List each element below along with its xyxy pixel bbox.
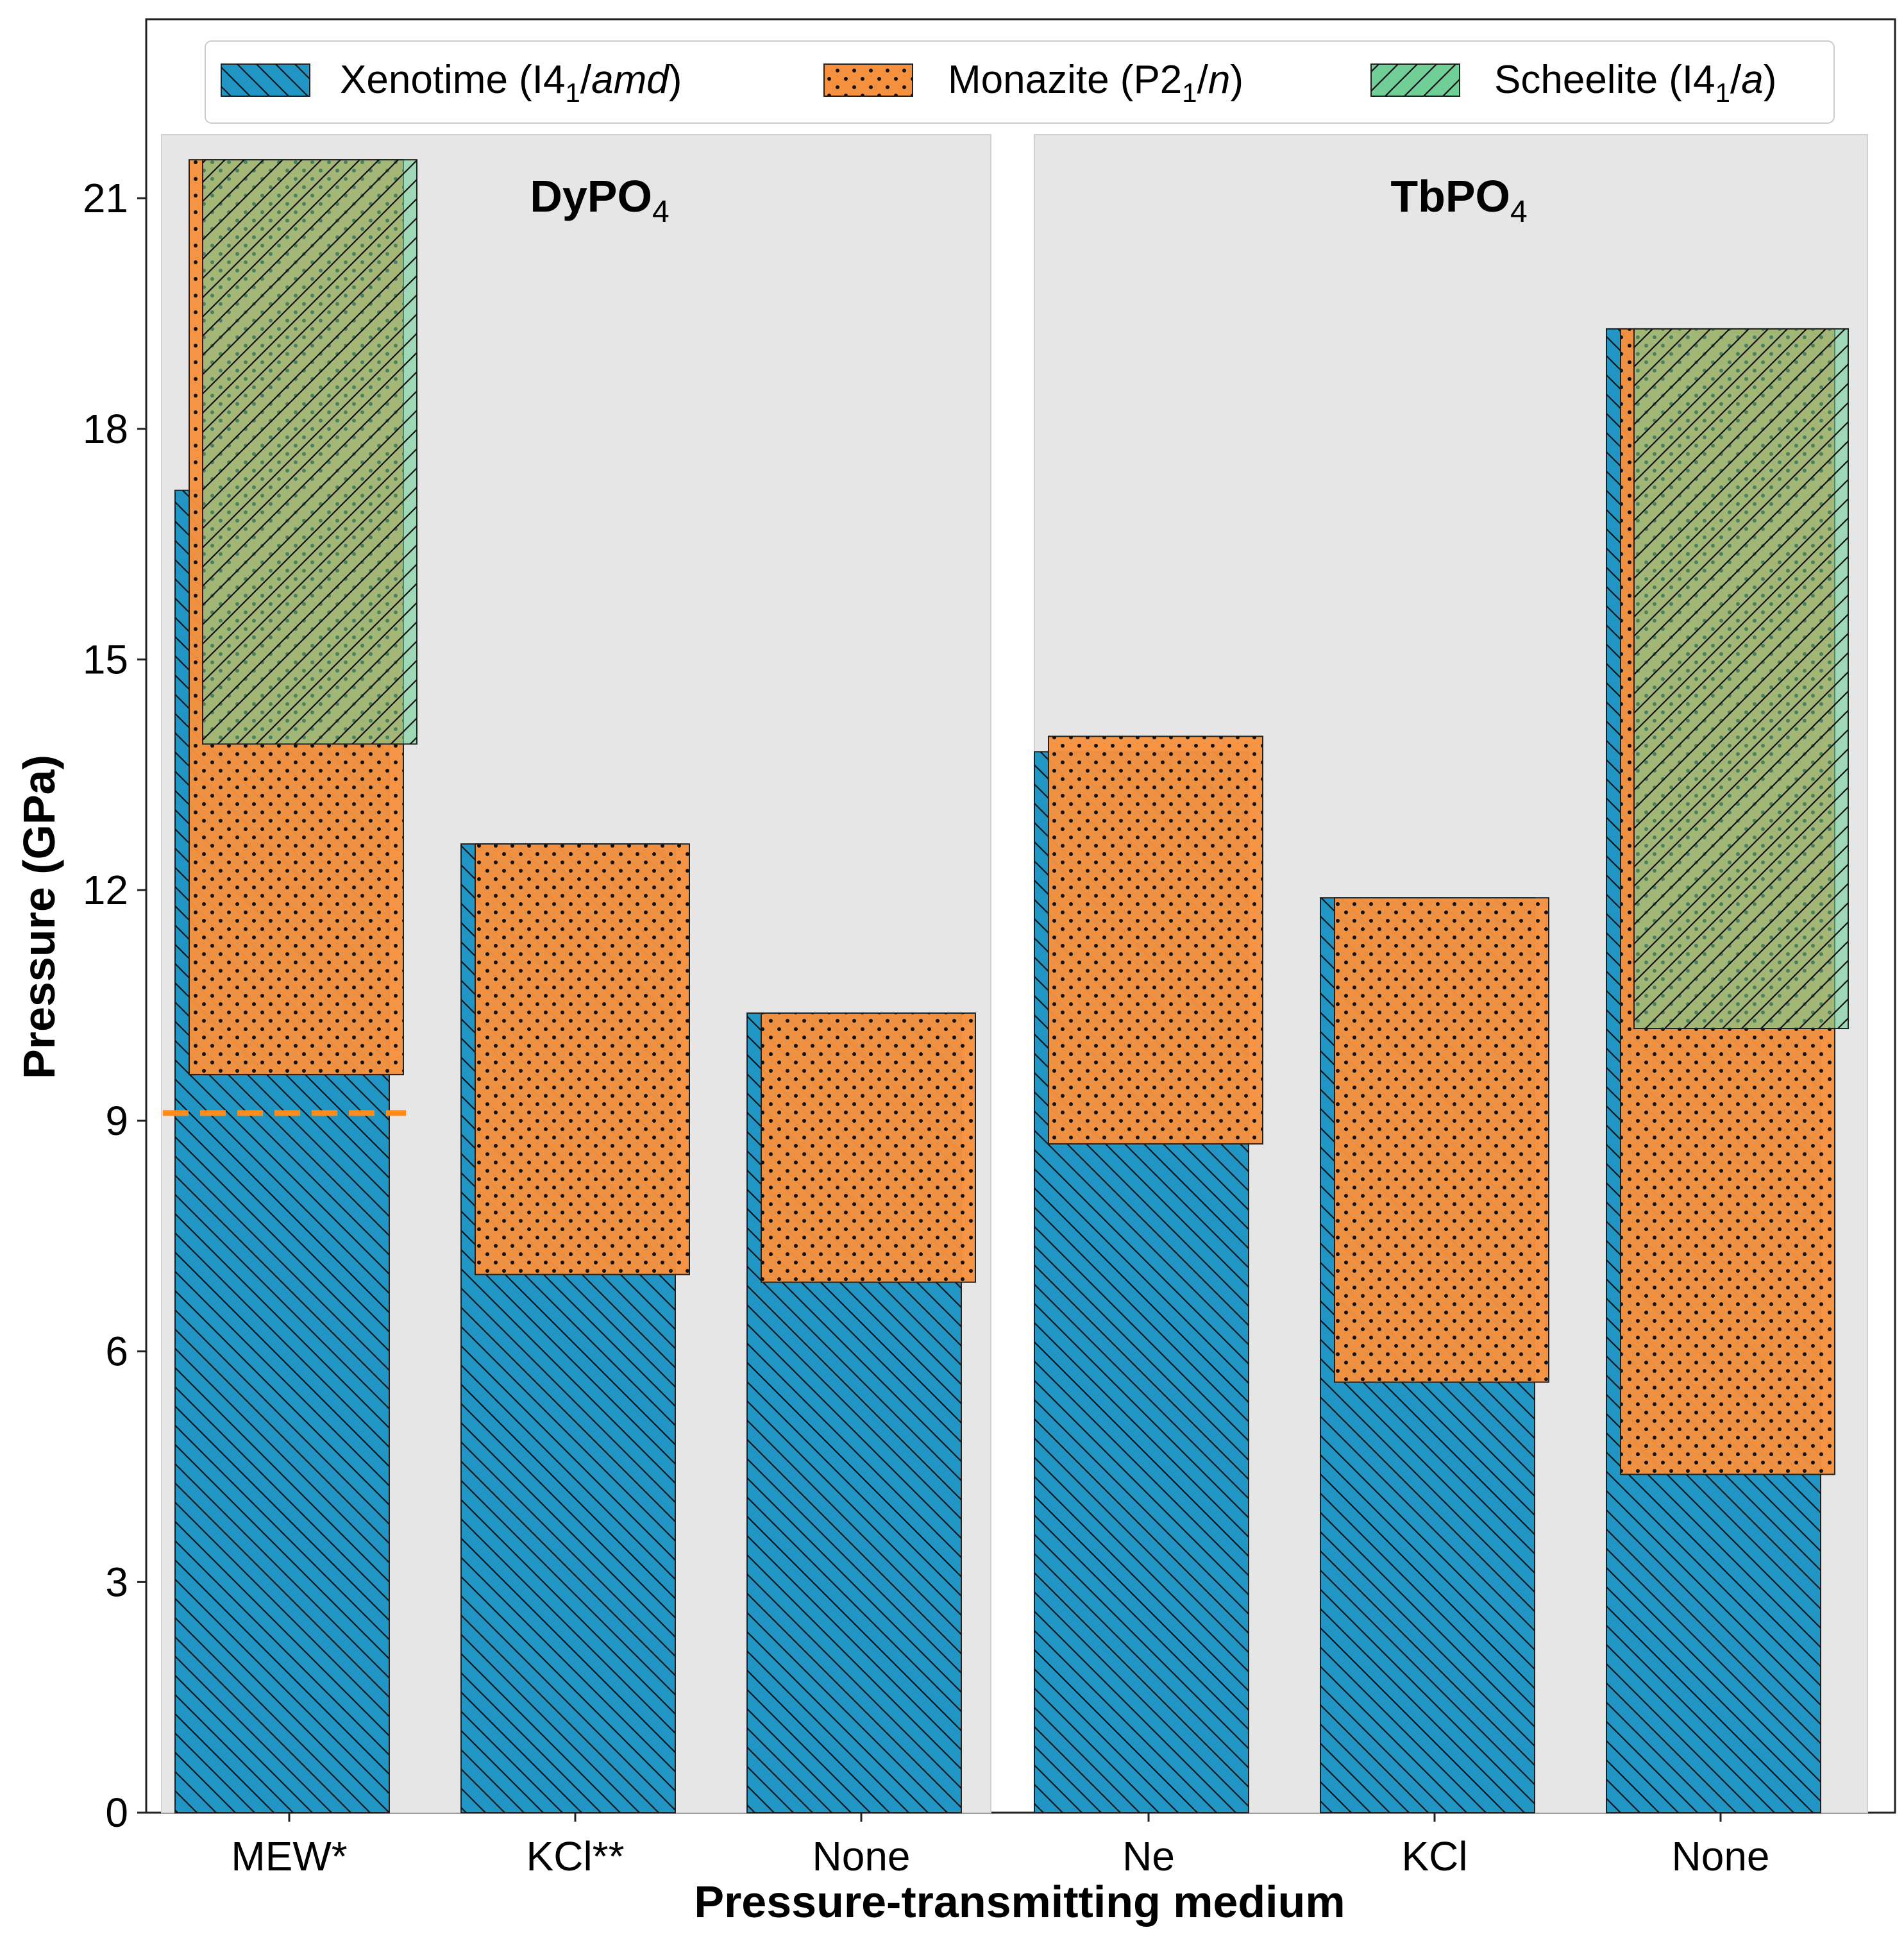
legend-swatch-xenotime-hatch — [221, 64, 310, 96]
legend-label-monazite-base: Monazite (P2 — [948, 58, 1182, 102]
legend-label-xenotime-ital: amd — [591, 58, 670, 102]
bar-1-0-monazite — [1048, 735, 1263, 1145]
y-tick-label-3: 9 — [105, 1098, 128, 1144]
legend-label-monazite-slash: / — [1197, 58, 1209, 102]
bar-1-1-monazite — [1334, 897, 1549, 1383]
bar-0-0-scheelite-hatch — [203, 160, 417, 744]
legend-entry-monazite: Monazite (P21/n) — [823, 58, 1243, 108]
legend-swatch-scheelite-hatch — [1371, 64, 1460, 96]
legend-label-scheelite: Scheelite (I41/a) — [1494, 58, 1776, 108]
x-axis-title: Pressure-transmitting medium — [694, 1877, 1345, 1927]
legend-entry-scheelite: Scheelite (I41/a) — [1370, 58, 1776, 108]
x-axis: MEW* KCl** None Ne KCl None — [231, 1813, 1770, 1879]
legend-label-monazite-sub: 1 — [1182, 78, 1197, 108]
bar-1-0-monazite-hatch — [1049, 736, 1263, 1144]
bar-0-0-scheelite — [202, 159, 417, 745]
x-tick-label-1-1: KCl — [1401, 1833, 1467, 1879]
bar-1-2-scheelite-hatch — [1634, 328, 1848, 1029]
legend-label-xenotime-end: ) — [669, 58, 682, 102]
legend-label-scheelite-sub: 1 — [1715, 78, 1730, 108]
legend-label-xenotime-slash: / — [580, 58, 592, 102]
y-tick-label-0: 0 — [105, 1790, 128, 1836]
x-tick-label-1-0: Ne — [1122, 1833, 1175, 1879]
bar-1-2-scheelite — [1633, 328, 1849, 1030]
legend: Xenotime (I41/amd) Monazite (P21/n) Sche… — [205, 40, 1835, 124]
y-tick-label-6: 18 — [83, 406, 128, 452]
x-tick-label-0-2: None — [813, 1833, 911, 1879]
legend-label-monazite-end: ) — [1230, 58, 1243, 102]
y-tick-label-4: 12 — [83, 867, 128, 913]
y-axis: 0 3 6 9 12 15 18 21 — [83, 175, 146, 1836]
legend-label-xenotime: Xenotime (I41/amd) — [340, 58, 682, 108]
legend-label-scheelite-base: Scheelite (I4 — [1494, 58, 1715, 102]
legend-label-scheelite-slash: / — [1730, 58, 1742, 102]
bar-layer — [163, 159, 1849, 1814]
y-tick-label-7: 21 — [83, 175, 128, 221]
y-tick-label-1: 3 — [105, 1559, 128, 1605]
legend-label-scheelite-ital: a — [1741, 58, 1763, 102]
panel-title-dypo4-main: DyPO — [530, 171, 652, 221]
bar-0-1-monazite-hatch — [475, 844, 689, 1275]
panel-title-tbpo4: TbPO4 — [1390, 171, 1527, 229]
bar-0-1-monazite — [475, 843, 690, 1275]
legend-label-xenotime-sub: 1 — [566, 78, 580, 108]
legend-box — [205, 40, 1835, 124]
legend-label-scheelite-end: ) — [1764, 58, 1777, 102]
panel-title-dypo4-sub: 4 — [652, 195, 670, 229]
y-tick-label-5: 15 — [83, 637, 128, 683]
legend-label-xenotime-base: Xenotime (I4 — [340, 58, 566, 102]
bar-1-1-monazite-hatch — [1335, 898, 1549, 1382]
panel-title-tbpo4-main: TbPO — [1390, 171, 1510, 221]
panel-title-dypo4: DyPO4 — [530, 171, 669, 229]
axes-frame — [145, 18, 1896, 1814]
legend-label-monazite-ital: n — [1208, 58, 1230, 102]
legend-swatch-monazite-hatch — [824, 64, 913, 96]
legend-label-monazite: Monazite (P21/n) — [948, 58, 1243, 108]
y-tick-label-2: 6 — [105, 1329, 128, 1375]
bar-0-2-monazite — [761, 1012, 976, 1283]
legend-entry-xenotime: Xenotime (I41/amd) — [221, 58, 682, 108]
x-tick-label-1-2: None — [1672, 1833, 1770, 1879]
x-tick-label-0-1: KCl** — [527, 1833, 625, 1879]
bar-0-2-monazite-hatch — [761, 1013, 975, 1282]
x-tick-label-0-0: MEW* — [231, 1833, 347, 1879]
y-axis-title: Pressure (GPa) — [14, 755, 64, 1079]
panel-title-tbpo4-sub: 4 — [1510, 195, 1528, 229]
